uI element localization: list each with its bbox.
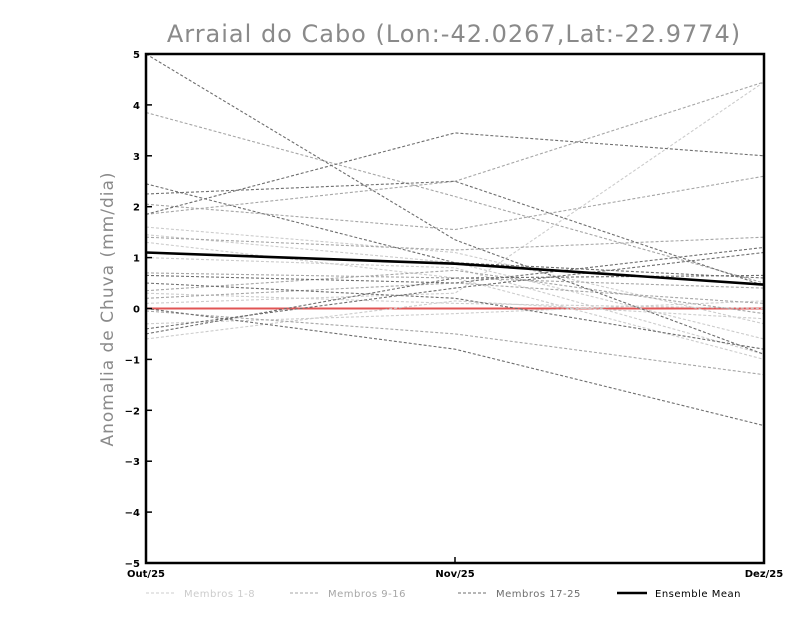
series-line-group1-member5 [145,300,765,340]
legend-label-2: Membros 9-16 [328,589,406,600]
y-axis-label: Anomalia de Chuva (mm/dia) [98,171,118,446]
series-line-group2-member8 [145,269,765,315]
series-line-group1-member2 [145,234,765,340]
series-line-group2-member3 [145,81,765,215]
y-tick-label: −2 [125,406,140,417]
series-line-group3-member2 [145,183,765,279]
series-line-group2-member2 [145,175,765,231]
y-tick-label: 1 [133,254,140,265]
y-tick-label: −5 [125,559,140,570]
series-line-group3-member7 [145,274,765,335]
x-tick-label: Nov/25 [435,569,474,580]
legend-label-1: Membros 1-8 [184,589,255,600]
series-line-group3-member9 [145,307,765,427]
legend: Membros 1-8 Membros 9-16 Membros 17-25 Ense… [146,589,741,600]
series-line-group1-member8 [145,300,765,325]
series-line-group2-member7 [145,310,765,376]
plot-area [145,53,765,427]
ensemble-mean-line [145,251,765,286]
series-line-group1-member4 [145,81,765,304]
series-line-group3-member1 [145,53,765,355]
x-tick-label: Dez/25 [745,569,784,580]
y-tick-label: 2 [133,203,140,214]
legend-label-3: Membros 17-25 [496,589,581,600]
series-line-group2-member4 [145,236,765,251]
y-tick-label: 4 [133,101,140,112]
series-line-group3-member8 [145,251,765,330]
series-line-group3-member3 [145,180,765,287]
series-line-group2-member6 [145,282,765,304]
series-line-group3-member6 [145,282,765,350]
series-line-group2-member1 [145,111,765,284]
series-line-group1-member6 [145,292,765,310]
series-line-group1-member3 [145,241,765,360]
y-tick-label: −3 [125,457,140,468]
y-tick-label: 0 [133,305,140,316]
series-line-group2-member5 [145,272,765,289]
series-line-group1-member7 [145,257,765,355]
series-line-group3-member5 [145,246,765,284]
y-tick-label: 3 [133,152,140,163]
legend-label-4: Ensemble Mean [655,589,741,600]
x-tick-label: Out/25 [127,569,165,580]
axes: −5 −4 −3 −2 −1 0 1 2 3 4 5 Out/25 Nov/25 Dez/25 [125,50,784,580]
y-tick-label: 5 [133,50,140,61]
y-tick-label: −4 [125,508,140,519]
series-line-group3-member4 [145,132,765,215]
series-line-group1-member1 [145,226,765,325]
y-tick-label: −1 [125,355,140,366]
chart-title: Arraial do Cabo (Lon:-42.0267,Lat:-22.97… [167,20,741,48]
